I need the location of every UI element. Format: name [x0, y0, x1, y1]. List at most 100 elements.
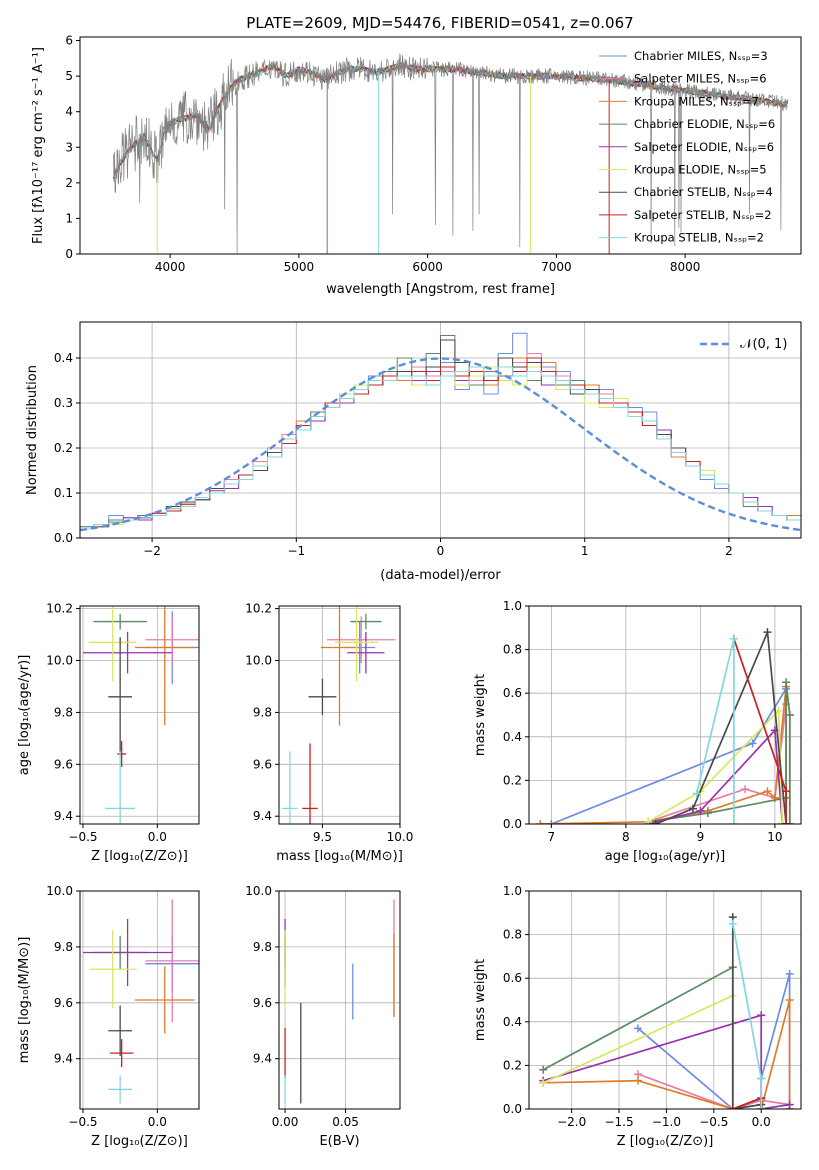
agez-x-axis-label: Z [log₁₀(Z/Z⊙)]: [91, 849, 188, 864]
mass-weight-line: [542, 965, 763, 1109]
mass-weight-point: [633, 1024, 642, 1033]
hist-x-tick-label: 2: [725, 544, 733, 558]
mass-weight-point: [696, 806, 705, 815]
mwage-x-tick-label: 7: [548, 830, 556, 844]
spec-x-tick-label: 4000: [155, 260, 186, 274]
agez-x-tick-label: −0.5: [68, 830, 97, 844]
histogram-series: [80, 366, 801, 538]
mass-weight-point: [728, 1105, 737, 1109]
spec-x-tick-label: 5000: [284, 260, 315, 274]
massebv-x-axis-label: E(B-V): [319, 1134, 359, 1149]
mwz-y-tick-label: 0.0: [503, 1102, 522, 1116]
massebv-y-tick-label: 10.0: [245, 884, 272, 898]
agem-x-tick-label: 10.0: [387, 830, 414, 844]
mwage-lines: [536, 628, 794, 824]
mass-weight-line: [647, 708, 784, 824]
mwz-y-tick-label: 0.2: [503, 1058, 522, 1072]
massebv-axes-frame: [278, 890, 401, 1110]
legend-label: Kroupa STELIB, Nₛₛₚ=2: [634, 231, 764, 245]
spec-y-tick-label: 0: [65, 247, 73, 261]
mwz-x-axis-label: Z [log₁₀(Z/Z⊙)]: [617, 1134, 714, 1149]
mass-weight-point: [763, 787, 772, 796]
massz-x-axis-label: Z [log₁₀(Z/Z⊙)]: [91, 1134, 188, 1149]
agem-y-tick-label: 10.2: [245, 602, 272, 616]
spec-x-axis-label: wavelength [Angstrom, rest frame]: [326, 282, 555, 297]
mwage-y-tick-label: 0.6: [503, 686, 522, 700]
spec-y-tick-label: 1: [65, 211, 73, 225]
massebv-x-tick-label: 0.00: [272, 1115, 299, 1129]
mwz-x-tick-label: −2.0: [557, 1115, 586, 1129]
mass-weight-point: [703, 809, 712, 818]
agez-y-axis-label: age [log₁₀(age/yr)]: [17, 655, 32, 776]
massz-axes-frame: [79, 890, 200, 1110]
mass-weight-point: [539, 1065, 548, 1074]
mwage-y-tick-label: 0.0: [503, 817, 522, 831]
massz-y-tick-label: 10.0: [46, 884, 73, 898]
mass-weight-point: [536, 820, 545, 824]
agez-x-tick-label: 0.0: [148, 830, 167, 844]
mwz-x-tick-label: −1.5: [604, 1115, 633, 1129]
mass-weight-line: [695, 638, 735, 824]
spectrum-axes-frame: [79, 36, 802, 255]
mass-weight-point: [692, 789, 701, 798]
agem-y-tick-label: 10.0: [245, 654, 272, 668]
massebv-y-tick-label: 9.8: [253, 940, 272, 954]
mass-weight-point: [741, 785, 750, 794]
legend-label: Chabrier ELODIE, Nₛₛₚ=6: [634, 117, 775, 131]
mwage-x-tick-label: 10: [767, 830, 782, 844]
massebv-x-tick-label: 0.05: [332, 1115, 359, 1129]
massebv-y-tick-label: 9.6: [253, 996, 272, 1010]
mwz-axes-frame: [528, 890, 802, 1110]
mass-weight-point: [778, 820, 787, 824]
figure-title: PLATE=2609, MJD=54476, FIBERID=0541, z=0…: [246, 14, 633, 32]
spectrum-data-line: [113, 53, 789, 253]
mwage-y-tick-label: 1.0: [503, 599, 522, 613]
legend-label: Kroupa ELODIE, Nₛₛₚ=5: [634, 163, 767, 177]
mwage-y-tick-label: 0.4: [503, 730, 522, 744]
agem-y-tick-label: 9.4: [253, 809, 272, 823]
agez-errorbars: [82, 606, 199, 824]
mass-weight-point: [774, 706, 783, 715]
mwage-y-tick-label: 0.2: [503, 773, 522, 787]
mwage-y-tick-label: 0.8: [503, 643, 522, 657]
hist-y-tick-label: 0.2: [54, 441, 73, 455]
massz-x-tick-label: −0.5: [68, 1115, 97, 1129]
massz-y-tick-label: 9.4: [54, 1052, 73, 1066]
histogram-steps: [80, 332, 801, 538]
mass-weight-point: [644, 817, 653, 824]
spec-y-tick-label: 4: [65, 105, 73, 119]
mass-weight-point: [757, 1105, 766, 1109]
massz-y-axis-label: mass [log₁₀(M/M⊙)]: [17, 937, 32, 1064]
hist-y-tick-label: 0.1: [54, 486, 73, 500]
spec-y-tick-label: 6: [65, 34, 73, 48]
mwz-y-tick-label: 0.4: [503, 1015, 522, 1029]
mwage-x-axis-label: age [log₁₀(age/yr)]: [605, 849, 726, 864]
mass-weight-point: [729, 634, 738, 643]
mass-weight-point: [782, 678, 791, 687]
mwz-y-tick-label: 0.6: [503, 971, 522, 985]
legend-label: Chabrier MILES, Nₛₛₚ=3: [634, 49, 768, 63]
mwz-y-axis-label: mass weight: [473, 959, 488, 1041]
legend-label: Salpeter STELIB, Nₛₛₚ=2: [634, 208, 772, 222]
spec-y-tick-label: 5: [65, 69, 73, 83]
agem-axes-frame: [278, 605, 401, 825]
gaussian-legend-label: 𝒩(0, 1): [740, 337, 787, 352]
mwz-y-tick-label: 0.8: [503, 928, 522, 942]
spec-x-tick-label: 7000: [541, 260, 572, 274]
mass-weight-point: [728, 919, 737, 928]
mass-weight-point: [785, 969, 794, 978]
massz-y-tick-label: 9.6: [54, 996, 73, 1010]
mass-weight-point: [785, 996, 794, 1004]
spec-y-tick-label: 2: [65, 176, 73, 190]
agem-errorbars: [282, 606, 396, 824]
hist-y-axis-label: Normed distribution: [25, 365, 40, 495]
spec-x-tick-label: 6000: [412, 260, 443, 274]
mass-weight-point: [785, 711, 794, 719]
mass-weight-point: [539, 1078, 548, 1087]
mass-weight-point: [688, 804, 697, 813]
mwz-lines: [539, 913, 794, 1109]
hist-x-tick-label: −1: [287, 544, 305, 558]
mwage-y-axis-label: mass weight: [473, 674, 488, 756]
spec-y-axis-label: Flux [fλ10⁻¹⁷ erg cm⁻² s⁻¹ A⁻¹]: [31, 47, 46, 244]
